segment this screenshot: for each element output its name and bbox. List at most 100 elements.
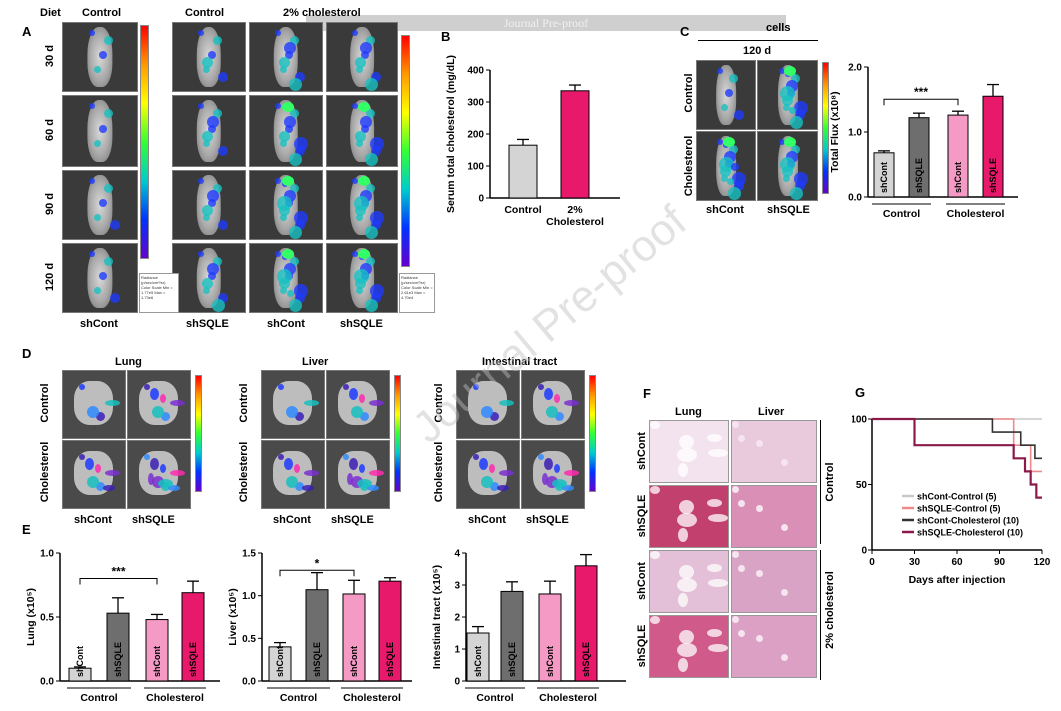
panel-a-mouse-r2-c2-signal-8 [293, 211, 308, 226]
d-lung-sig-1-1-4 [159, 463, 166, 473]
chartC-barlabel-1: shSQLE [914, 158, 924, 193]
panel-a-mouse-r3-c0 [62, 243, 138, 313]
panel-a-mouse-r1-c0-signal-1 [94, 140, 102, 148]
panel-a-mouse-r2-c1 [172, 170, 246, 240]
f-lung-space-0-3 [678, 463, 689, 478]
d-liver-sig-1-0-5 [283, 457, 293, 470]
chartE2-ytick-label-0: 0.0 [242, 677, 256, 688]
panel-c-mouse-chol-shcont-signal-1 [721, 174, 729, 182]
chartB-cat-1-0: 2% [567, 204, 583, 216]
d-intestine-r1-c0 [456, 440, 520, 509]
d-lung-sig-0-1-3 [169, 399, 185, 406]
panel-c-mouse-control-shsqle-signal-1 [782, 103, 790, 111]
panel-a-mouse-r2-c3-signal-hot [357, 176, 370, 187]
f-liver-space-0-0 [732, 421, 739, 428]
panel-a-mouse-r3-c1 [172, 243, 246, 313]
chartB-ylabel: Serum total cholesterol (mg/dL) [445, 55, 457, 213]
panel-c-mouse-control-shsqle-signal-7 [789, 116, 803, 129]
c-col-shcont: shCont [706, 204, 744, 216]
panel-c-mouse-control-shcont-signal-4 [733, 109, 744, 120]
chartE3-barlabel-2: shCont [545, 646, 555, 677]
chartE3-ylabel: Intestinal tract (x10⁵) [431, 565, 443, 669]
g-xtick-label-0: 0 [869, 557, 875, 568]
panel-a-scale-box-2: Radiance (p/sec/cm²/sr) Color Scale Min … [399, 273, 435, 313]
f-liver-space-2-0 [732, 551, 739, 558]
d-lung-row-chol: Cholesterol [39, 441, 51, 503]
panel-a-mouse-r3-c2-signal-11 [287, 290, 295, 298]
f-lung-space-3-3 [678, 658, 689, 673]
panel-a-mouse-r1-c3-signal-8 [369, 137, 384, 152]
panel-a-mouse-r0-c1-signal-2 [208, 50, 217, 59]
f-lung-space-3-4 [706, 629, 722, 638]
d-lung-sig-0-1-2 [151, 405, 164, 418]
g-legend-label-0: shCont-Control (5) [917, 492, 996, 502]
panel-c-mouse-chol-shcont-signal-8 [732, 172, 747, 187]
f-row-label-3: shSQLE [636, 624, 648, 668]
panel-a-mouse-r3-c2 [249, 243, 323, 313]
panel-a-mouse-r3-c1-signal-5 [201, 278, 213, 289]
d-intestine-sig-0-1-3 [563, 399, 579, 406]
panel-c-mouse-control-shsqle [757, 60, 818, 130]
d-lung-sig-1-0-2 [86, 475, 99, 488]
panel-d-letter: D [22, 346, 32, 361]
d-lung-sig-1-1-6 [167, 485, 180, 492]
panel-a-mouse-r0-c3-signal-6 [359, 42, 372, 55]
f-col-lung: Lung [675, 406, 702, 418]
panel-a-mouse-r1-c3-signal-4 [371, 146, 382, 157]
d-intestine-r0-c1 [521, 370, 585, 439]
chartC-barlabel-3: shSQLE [988, 158, 998, 193]
panel-a-mouse-r3-c3-signal-hot [357, 249, 370, 260]
d-intestine-sig-1-1-4 [553, 463, 560, 473]
panel-a-mouse-r3-c2-signal-1 [280, 286, 288, 294]
d-liver-sig-1-1-8 [346, 473, 353, 486]
panel-a-mouse-r1-c2-signal-hot [281, 101, 294, 112]
panel-e-lung-chart: 0.0 0.5 1.0 Lung (x10⁵) shCont shSQLE shCont sh… [25, 549, 220, 704]
d-liver-sig-1-0-0 [277, 454, 284, 461]
chartB-bar-0 [508, 144, 538, 199]
f-lung-space-1-0 [650, 486, 660, 494]
panel-a-mouse-r3-c3-signal-9 [353, 269, 369, 285]
panel-a-mouse-r2-c2 [249, 170, 323, 240]
f-bracket-control [820, 420, 821, 544]
f-liver-0 [731, 420, 817, 483]
d-lung-scale [195, 375, 202, 492]
chartC-ytick-label-2: 2.0 [848, 63, 862, 74]
panel-a-mouse-r1-c2-signal-3 [290, 109, 300, 119]
panel-a-mouse-r2-c2-signal-7 [288, 226, 302, 239]
panel-a-mouse-r3-c2-signal-0 [275, 250, 282, 257]
d-intestine-sig-1-1-3 [563, 469, 579, 476]
panel-a-mouse-r1-c3-signal-6 [359, 115, 372, 128]
panel-a-mouse-r2-c2-signal-3 [290, 183, 300, 193]
chartC-ytick-label-1: 1.0 [848, 128, 862, 139]
d-liver-sig-1-0-1 [295, 481, 305, 491]
panel-a-mouse-r3-c2-signal-hot [281, 249, 294, 260]
d-lung-sig-1-0-5 [84, 457, 94, 470]
chartE3-ytick-label-1: 1 [454, 645, 460, 656]
panel-a-mouse-r1-c2-signal-1 [280, 140, 288, 148]
panel-a-mouse-r3-c1-signal-6 [206, 263, 219, 276]
a-bottom-label-1: shCont [80, 318, 118, 330]
g-xtick-label-4: 120 [1034, 557, 1051, 568]
panel-a-mouse-r1-c3-signal-2 [361, 124, 370, 133]
panel-a-mouse-r2-c1-signal-0 [198, 177, 205, 184]
chartE1-sig-label: *** [111, 564, 125, 578]
panel-a-color-scale-2 [401, 35, 410, 267]
d-liver-r1-c1 [326, 440, 390, 509]
panel-a-mouse-r0-c0-signal-1 [94, 65, 102, 73]
d-intestine-sig-1-1-6 [561, 485, 574, 492]
panel-a-mouse-r2-c3-signal-9 [353, 196, 369, 212]
d-lung-col-shcont: shCont [74, 514, 112, 526]
panel-a-mouse-r0-c2-signal-3 [290, 35, 300, 45]
panel-a-mouse-r1-c1-signal-0 [198, 103, 205, 109]
panel-a-letter: A [22, 24, 32, 39]
panel-a-mouse-r2-c1-signal-4 [218, 219, 229, 230]
d-lung-sig-0-0-2 [86, 405, 99, 418]
panel-a-mouse-r3-c1-signal-3 [213, 256, 223, 266]
panel-a-row-label-0: 30 d [44, 45, 56, 68]
f-liver-space-0-2 [780, 458, 788, 466]
d-lung-sig-0-0-1 [96, 411, 106, 421]
panel-a-mouse-r2-c1-signal-2 [208, 198, 217, 207]
d-intestine-sig-1-0-5 [478, 457, 488, 470]
d-lung-sig-0-0-3 [104, 399, 120, 406]
panel-a-mouse-r0-c2-signal-4 [295, 71, 306, 82]
